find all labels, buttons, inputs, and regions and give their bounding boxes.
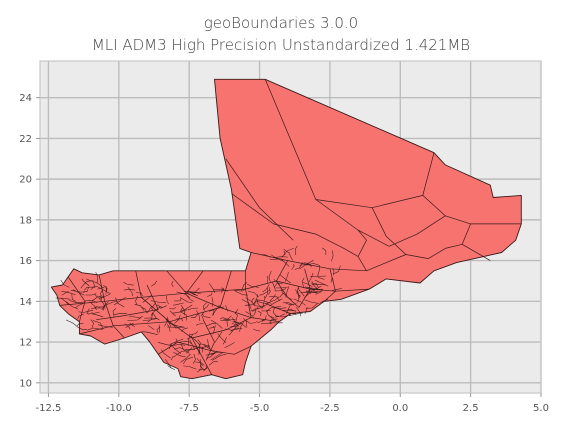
district-boundary-line	[315, 233, 359, 257]
y-tick-label: 14	[19, 297, 32, 308]
y-tick-label: 12	[19, 338, 32, 349]
district-boundary-line	[276, 260, 300, 308]
admin-boundaries-layer	[50, 78, 522, 380]
y-tick-label: 18	[19, 215, 32, 226]
district-boundary-line	[191, 317, 252, 339]
x-axis: -12.5 -10.0 -7.5 -5.0 -2.5 0.0 2.5 5.0	[36, 393, 549, 414]
y-tick-label: 20	[19, 175, 32, 186]
district-boundary-line	[315, 152, 435, 209]
dense-commune-boundaries	[55, 245, 342, 373]
district-boundary-line	[371, 207, 429, 259]
x-tick-label: 5.0	[533, 403, 549, 414]
district-boundary-line	[231, 193, 316, 235]
district-boundary-line	[388, 215, 446, 247]
district-boundary-line	[357, 229, 367, 271]
district-boundary-line	[264, 79, 390, 247]
district-boundary-line	[225, 158, 294, 241]
x-tick-label: -5.0	[250, 403, 270, 414]
x-tick-label: -10.0	[106, 403, 132, 414]
x-tick-label: 2.5	[463, 403, 479, 414]
map-title-line1: geoBoundaries 3.0.0	[204, 14, 358, 32]
plot-frame	[39, 60, 542, 394]
district-boundary-line	[276, 280, 370, 292]
district-boundary-line	[202, 319, 215, 361]
x-tick-label: -12.5	[36, 403, 62, 414]
district-boundary-line	[59, 280, 277, 306]
district-boundary-line	[219, 270, 232, 308]
y-axis: 10 12 14 16 18 20 22 24	[19, 93, 40, 389]
district-boundary-line	[245, 270, 252, 318]
district-boundary-line	[428, 243, 463, 259]
map-title-line2: MLI ADM3 High Precision Unstandardized 1…	[92, 36, 470, 54]
district-boundary-line	[422, 195, 522, 225]
y-tick-label: 22	[19, 134, 32, 145]
district-boundary-line	[96, 284, 159, 321]
x-tick-label: -7.5	[179, 403, 199, 414]
district-boundary-lines	[55, 79, 522, 375]
district-boundary-line	[158, 341, 252, 355]
y-tick-label: 24	[19, 93, 32, 104]
district-boundary-line	[298, 268, 311, 308]
y-tick-label: 10	[19, 378, 32, 389]
district-boundary-line	[265, 303, 291, 314]
country-region-polygon	[50, 78, 522, 380]
y-tick-label: 16	[19, 256, 32, 267]
district-boundary-line	[79, 307, 221, 335]
x-tick-label: 0.0	[392, 403, 408, 414]
district-boundary-line	[186, 270, 204, 294]
x-tick-label: -2.5	[320, 403, 340, 414]
